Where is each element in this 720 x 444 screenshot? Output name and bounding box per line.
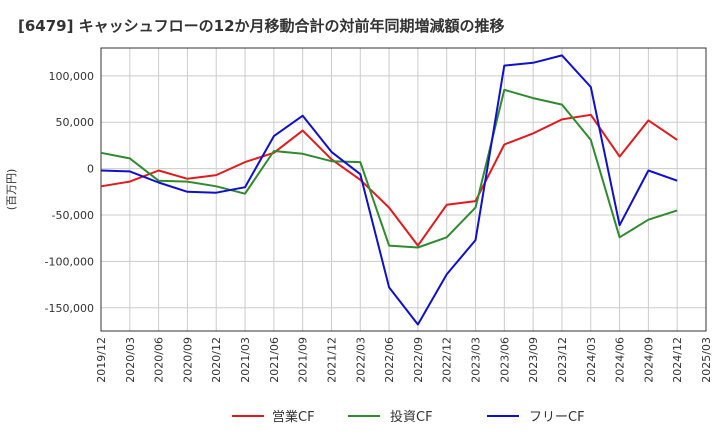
x-tick-label: 2024/09 [642, 337, 655, 383]
x-tick-label: 2020/06 [153, 337, 166, 383]
series-line-3 [100, 54, 678, 326]
x-tick-label: 2020/09 [181, 337, 194, 383]
y-tick-label: -50,000 [52, 209, 94, 222]
chart-title: [6479] キャッシュフローの12か月移動合計の対前年同期増減額の推移 [18, 17, 505, 35]
x-tick-label: 2023/09 [527, 337, 540, 383]
y-tick-label: 100,000 [49, 70, 95, 83]
x-tick-label: 2025/03 [700, 337, 713, 383]
y-axis-label: (百万円) [5, 169, 18, 211]
x-tick-label: 2023/03 [470, 337, 483, 383]
y-tick-label: 0 [87, 163, 94, 176]
legend-label-1: 営業CF [272, 409, 315, 425]
series-line-2 [100, 88, 678, 249]
x-tick-label: 2021/09 [297, 337, 310, 383]
plot-area: 100,000 50,000 0 -50,000 -100,000 -150,000 201… [45, 47, 713, 383]
x-tick-label: 2023/12 [556, 337, 569, 383]
y-tick-label: -150,000 [45, 302, 94, 315]
legend: 営業CF 投資CF フリーCF [232, 409, 585, 425]
legend-label-2: 投資CF [390, 409, 433, 425]
x-tick-label: 2024/06 [614, 337, 627, 383]
legend-label-3: フリーCF [529, 410, 585, 425]
x-tick-label: 2021/12 [325, 337, 338, 383]
plot-border [100, 47, 707, 332]
y-tick-label: -100,000 [45, 255, 94, 268]
x-tick-label: 2020/12 [210, 337, 223, 383]
x-tick-label: 2019/12 [95, 337, 108, 383]
x-tick-label: 2022/12 [441, 337, 454, 383]
y-tick-label: 50,000 [56, 116, 95, 129]
x-tick-label: 2022/06 [383, 337, 396, 383]
series-line-1 [100, 113, 678, 247]
x-tick-label: 2023/06 [498, 337, 511, 383]
x-tick-label: 2022/03 [354, 337, 367, 383]
x-tick-label: 2021/06 [268, 337, 281, 383]
x-tick-label: 2024/03 [585, 337, 598, 383]
x-tick-label: 2022/09 [412, 337, 425, 383]
x-tick-label: 2024/12 [671, 337, 684, 383]
x-tick-label: 2021/03 [239, 337, 252, 383]
x-tick-label: 2020/03 [124, 337, 137, 383]
